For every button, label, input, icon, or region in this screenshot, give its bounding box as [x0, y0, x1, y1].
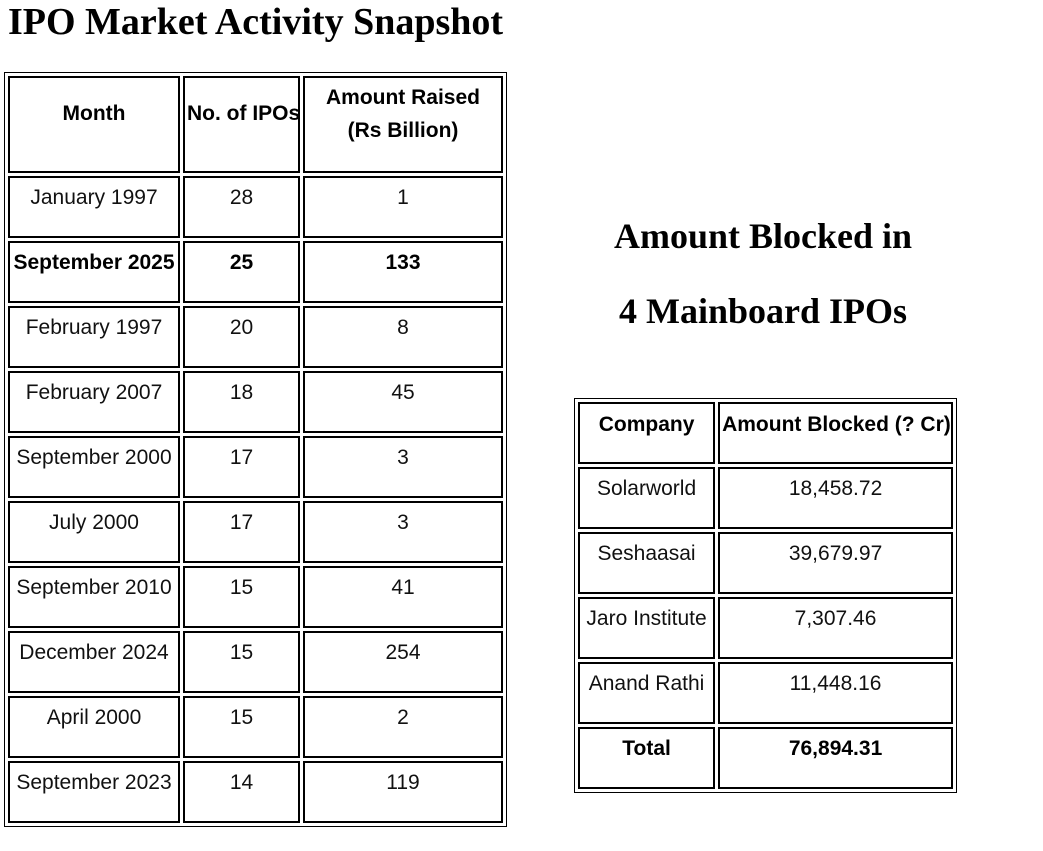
blocked-section-heading: Amount Blocked in 4 Mainboard IPOs — [574, 216, 952, 333]
amount-cell: 3 — [303, 501, 503, 563]
month-cell: September 2010 — [8, 566, 180, 628]
blocked-heading-line2: 4 Mainboard IPOs — [618, 291, 908, 332]
table-row: September 2010 15 41 — [8, 566, 503, 628]
ipos-cell: 20 — [183, 306, 300, 368]
month-cell: February 2007 — [8, 371, 180, 433]
amount-cell: 7,307.46 — [718, 597, 953, 659]
company-cell: Total — [578, 727, 716, 789]
ipos-cell: 25 — [183, 241, 300, 303]
month-cell: January 1997 — [8, 176, 180, 238]
amount-cell: 11,448.16 — [718, 662, 953, 724]
ipos-cell: 17 — [183, 501, 300, 563]
company-cell: Solarworld — [578, 467, 716, 529]
table-row: January 1997 28 1 — [8, 176, 503, 238]
amount-cell: 3 — [303, 436, 503, 498]
amount-cell: 119 — [303, 761, 503, 823]
table-row: Jaro Institute 7,307.46 — [578, 597, 953, 659]
ipos-cell: 18 — [183, 371, 300, 433]
table-row-highlighted: September 2025 25 133 — [8, 241, 503, 303]
column-header-amount-raised: Amount Raised (Rs Billion) — [303, 76, 503, 173]
amount-cell: 18,458.72 — [718, 467, 953, 529]
amount-cell: 254 — [303, 631, 503, 693]
month-cell: February 1997 — [8, 306, 180, 368]
ipo-table-header: Month No. of IPOs Amount Raised (Rs Bill… — [8, 76, 503, 173]
amount-cell: 39,679.97 — [718, 532, 953, 594]
amount-cell: 8 — [303, 306, 503, 368]
ipo-activity-table: Month No. of IPOs Amount Raised (Rs Bill… — [4, 72, 507, 827]
column-header-amount-blocked: Amount Blocked (? Cr) — [718, 402, 953, 464]
month-cell: September 2000 — [8, 436, 180, 498]
table-header-row: Month No. of IPOs Amount Raised (Rs Bill… — [8, 76, 503, 173]
column-header-no-of-ipos: No. of IPOs — [183, 76, 300, 173]
table-header-row: Company Amount Blocked (? Cr) — [578, 402, 953, 464]
page-title: IPO Market Activity Snapshot — [8, 1, 504, 43]
month-cell: September 2025 — [8, 241, 180, 303]
amount-cell: 45 — [303, 371, 503, 433]
amount-cell: 2 — [303, 696, 503, 758]
ipos-cell: 15 — [183, 631, 300, 693]
table-row-total: Total 76,894.31 — [578, 727, 953, 789]
company-cell: Jaro Institute — [578, 597, 716, 659]
table-row: Seshaasai 39,679.97 — [578, 532, 953, 594]
table-row: September 2023 14 119 — [8, 761, 503, 823]
table-row: December 2024 15 254 — [8, 631, 503, 693]
blocked-heading-line1: Amount Blocked in — [613, 216, 913, 256]
month-cell: September 2023 — [8, 761, 180, 823]
amount-cell: 133 — [303, 241, 503, 303]
amount-cell: 1 — [303, 176, 503, 238]
table-row: Solarworld 18,458.72 — [578, 467, 953, 529]
ipos-cell: 15 — [183, 696, 300, 758]
amount-cell: 76,894.31 — [718, 727, 953, 789]
company-cell: Anand Rathi — [578, 662, 716, 724]
table-row: Anand Rathi 11,448.16 — [578, 662, 953, 724]
ipos-cell: 14 — [183, 761, 300, 823]
company-cell: Seshaasai — [578, 532, 716, 594]
table-row: April 2000 15 2 — [8, 696, 503, 758]
table-row: February 2007 18 45 — [8, 371, 503, 433]
table-row: September 2000 17 3 — [8, 436, 503, 498]
table-row: July 2000 17 3 — [8, 501, 503, 563]
ipos-cell: 15 — [183, 566, 300, 628]
blocked-table-header: Company Amount Blocked (? Cr) — [578, 402, 953, 464]
amount-blocked-table: Company Amount Blocked (? Cr) Solarworld… — [574, 398, 957, 793]
ipos-cell: 17 — [183, 436, 300, 498]
amount-cell: 41 — [303, 566, 503, 628]
month-cell: December 2024 — [8, 631, 180, 693]
column-header-company: Company — [578, 402, 716, 464]
month-cell: April 2000 — [8, 696, 180, 758]
month-cell: July 2000 — [8, 501, 180, 563]
column-header-month: Month — [8, 76, 180, 173]
ipos-cell: 28 — [183, 176, 300, 238]
table-row: February 1997 20 8 — [8, 306, 503, 368]
